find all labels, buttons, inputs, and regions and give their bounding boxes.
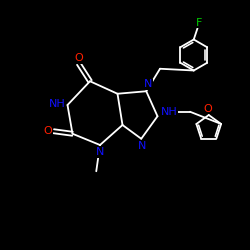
- Text: N: N: [96, 147, 104, 157]
- Text: O: O: [203, 104, 212, 114]
- Text: NH: NH: [48, 99, 66, 109]
- Text: NH: NH: [160, 107, 177, 117]
- Text: O: O: [74, 53, 83, 63]
- Text: O: O: [43, 126, 52, 136]
- Text: N: N: [138, 141, 147, 151]
- Text: N: N: [144, 79, 152, 89]
- Text: F: F: [196, 18, 202, 28]
